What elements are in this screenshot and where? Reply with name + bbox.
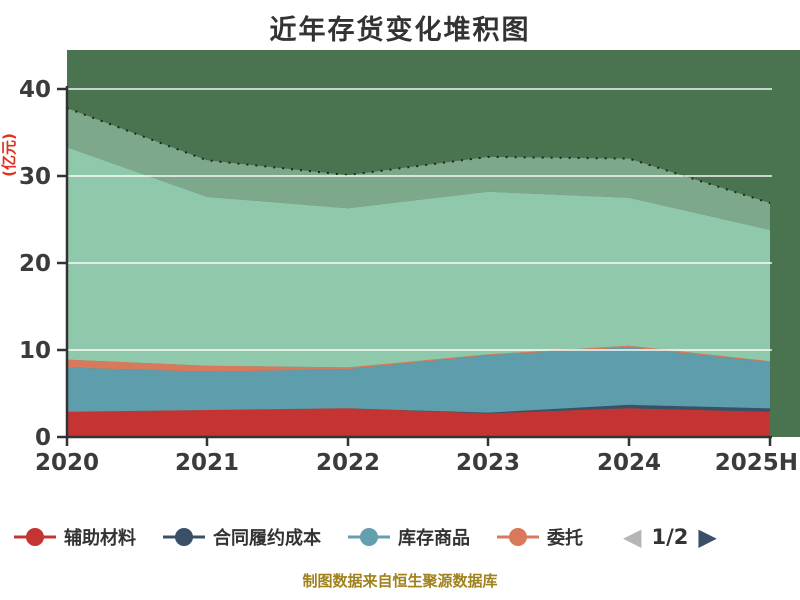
area-series-库存商品 — [67, 347, 770, 413]
series-boundary-dotted-line — [66, 107, 771, 204]
footer-credit: 制图数据来自恒生聚源数据库 — [302, 572, 498, 590]
y-tick-label-0: 0 — [35, 425, 51, 451]
legend-item-label: 辅助材料 — [64, 528, 136, 549]
area-series-委托 — [67, 345, 770, 372]
area-series-page2-4 — [67, 147, 770, 368]
chart-canvas: 0 10 20 30 40 2020 2021 2022 2023 2024 2025H (亿元) — [0, 50, 800, 476]
legend-page-indicator: 1/2 — [651, 525, 689, 549]
legend: 辅助材料 合同履约成本 库存商品 委托 ◀ 1/2 ▶ — [14, 516, 790, 558]
y-tick-label-10: 10 — [19, 338, 51, 364]
area-series-合同履约成本 — [67, 404, 770, 414]
legend-item-委托[interactable]: 委托 — [497, 524, 594, 550]
legend-prev-page-icon[interactable]: ◀ — [623, 523, 642, 551]
legend-item-label: 合同履约成本 — [213, 528, 321, 549]
y-axis-name: (亿元) — [0, 133, 18, 177]
x-tick-label-2020: 2020 — [35, 450, 99, 476]
legend-pager: ◀ 1/2 ▶ — [623, 525, 717, 549]
legend-item-label: 委托 — [547, 528, 583, 549]
area-series-page2-5 — [67, 108, 770, 230]
legend-marker-icon — [348, 528, 390, 546]
legend-item-库存商品[interactable]: 库存商品 — [348, 524, 470, 550]
legend-marker-icon — [497, 528, 539, 546]
x-tick-label-2023: 2023 — [456, 450, 520, 476]
legend-marker-icon — [14, 528, 56, 546]
area-series-辅助材料 — [67, 408, 770, 437]
legend-item-辅助材料[interactable]: 辅助材料 — [14, 524, 136, 550]
x-tick-label-2022: 2022 — [316, 450, 380, 476]
legend-next-page-icon[interactable]: ▶ — [698, 523, 717, 551]
y-tick-label-40: 40 — [19, 77, 51, 103]
y-tick-label-30: 30 — [19, 164, 51, 190]
stacked-area-chart: 0 10 20 30 40 2020 2021 2022 2023 2024 2025H (亿元) — [0, 50, 800, 476]
x-tick-label-2025H: 2025H — [715, 450, 798, 476]
page-title: 近年存货变化堆积图 — [269, 15, 531, 46]
y-tick-label-20: 20 — [19, 251, 51, 277]
legend-item-label: 库存商品 — [398, 528, 470, 549]
x-tick-label-2024: 2024 — [597, 450, 661, 476]
x-tick-label-2021: 2021 — [175, 450, 239, 476]
legend-item-合同履约成本[interactable]: 合同履约成本 — [163, 524, 321, 550]
legend-marker-icon — [163, 528, 205, 546]
